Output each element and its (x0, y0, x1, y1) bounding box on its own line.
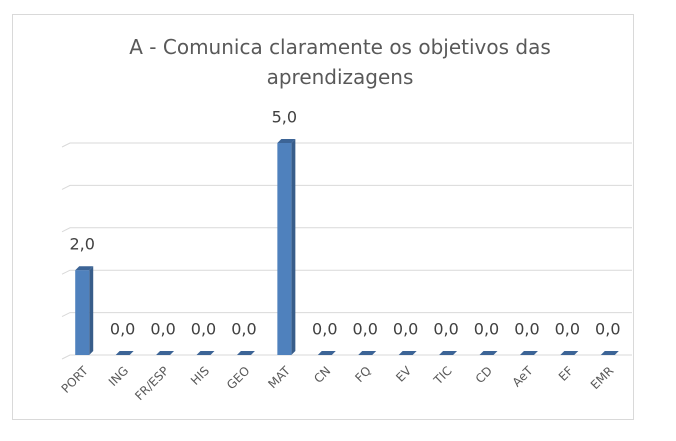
bar-top (75, 266, 94, 271)
bar-top (479, 351, 498, 355)
data-label: 0,0 (393, 320, 418, 339)
chart-title: A - Comunica claramente os objetivos das… (129, 35, 551, 89)
data-label: 0,0 (231, 320, 256, 339)
bar-top (439, 351, 458, 355)
data-label: 0,0 (555, 320, 580, 339)
bar (75, 270, 90, 355)
grid-line (61, 227, 632, 233)
bar-top (115, 351, 134, 355)
bar-top (236, 351, 255, 355)
data-label: 0,0 (474, 320, 499, 339)
bar-side (291, 139, 296, 355)
data-label: 0,0 (110, 320, 135, 339)
data-label: 0,0 (595, 320, 620, 339)
bar (277, 143, 292, 355)
bar-side (89, 266, 94, 355)
bar-top (358, 351, 377, 355)
data-label: 0,0 (352, 320, 377, 339)
bar-top (560, 351, 579, 355)
bar-top (317, 351, 336, 355)
grid-line (61, 269, 632, 275)
bar-top (156, 351, 175, 355)
grid-line (61, 184, 632, 190)
bar-top (196, 351, 215, 355)
bar-top (398, 351, 417, 355)
data-label: 0,0 (312, 320, 337, 339)
bar-top (519, 351, 538, 355)
bar-top (277, 139, 296, 143)
grid-line (61, 142, 632, 148)
data-label: 5,0 (272, 108, 297, 127)
data-label: 0,0 (433, 320, 458, 339)
data-label: 2,0 (69, 235, 94, 254)
grid-line (61, 312, 632, 318)
bar-top (600, 351, 619, 355)
data-label: 0,0 (150, 320, 175, 339)
data-label: 0,0 (514, 320, 539, 339)
data-label: 0,0 (191, 320, 216, 339)
